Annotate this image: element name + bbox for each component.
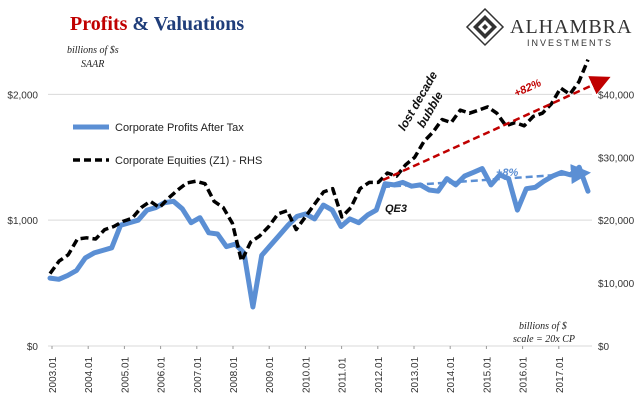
lost-decade-annotation: lost decade bubble	[395, 69, 446, 133]
title-valuations: & Valuations	[127, 13, 244, 35]
right-units-line1: billions of $	[519, 321, 567, 332]
series-line-profits	[47, 164, 591, 310]
x-tick-label: 2005.01	[120, 356, 131, 393]
chart-title: Profits & Valuations	[70, 13, 244, 35]
right-tick-label: $30,000	[598, 153, 635, 164]
x-tick-label: 2017.01	[555, 356, 566, 393]
logo: ALHAMBRA INVESTMENTS	[465, 7, 632, 48]
title-profits: Profits	[70, 13, 128, 35]
right-units-line2: scale = 20x CP	[513, 334, 575, 345]
left-tick-label: $2,000	[7, 90, 38, 101]
logo-sub: INVESTMENTS	[527, 38, 613, 48]
series-line-equities	[48, 59, 590, 275]
x-tick-label: 2012.01	[374, 356, 385, 393]
left-units-line2: SAAR	[81, 59, 104, 70]
x-tick-label: 2011.01	[338, 357, 349, 393]
equities-pct-label: +82%	[512, 77, 543, 100]
x-tick-label: 2004.01	[84, 356, 95, 393]
x-tick-label: 2014.01	[446, 356, 457, 393]
right-axis: $0 $10,000 $20,000 $30,000 $40,000	[598, 90, 635, 353]
alhambra-diamond-icon	[465, 7, 505, 47]
left-tick-label: $1,000	[7, 216, 38, 227]
equities-growth-arrow	[382, 76, 611, 182]
qe3-label: QE3	[385, 203, 407, 215]
legend-label-equities: Corporate Equities (Z1) - RHS	[115, 155, 262, 167]
x-tick-label: 2009.01	[265, 356, 276, 393]
x-axis: 2003.01 2004.01 2005.01 2006.01 2007.01 2008.…	[48, 346, 566, 393]
x-tick-label: 2006.01	[157, 356, 168, 393]
right-tick-label: $10,000	[598, 279, 635, 290]
x-tick-label: 2013.01	[410, 356, 421, 393]
right-tick-label: $0	[598, 342, 610, 353]
x-tick-label: 2010.01	[301, 356, 312, 393]
profits-growth-arrow	[382, 164, 591, 189]
right-tick-label: $20,000	[598, 216, 635, 227]
legend: Corporate Profits After Tax Corporate Eq…	[73, 122, 262, 167]
x-tick-label: 2003.01	[48, 356, 59, 393]
right-tick-label: $40,000	[598, 90, 635, 101]
logo-name: ALHAMBRA	[510, 16, 632, 38]
left-units-line1: billions of $s	[67, 45, 119, 56]
series-layer	[47, 59, 591, 310]
left-axis: $0 $1,000 $2,000	[7, 90, 38, 353]
x-tick-label: 2015.01	[482, 356, 493, 393]
x-tick-label: 2008.01	[229, 356, 240, 393]
legend-label-profits: Corporate Profits After Tax	[115, 122, 244, 134]
profits-pct-label: +8%	[496, 167, 519, 179]
x-tick-label: 2016.01	[519, 356, 530, 393]
left-tick-label: $0	[27, 342, 39, 353]
x-tick-label: 2007.01	[193, 356, 204, 393]
